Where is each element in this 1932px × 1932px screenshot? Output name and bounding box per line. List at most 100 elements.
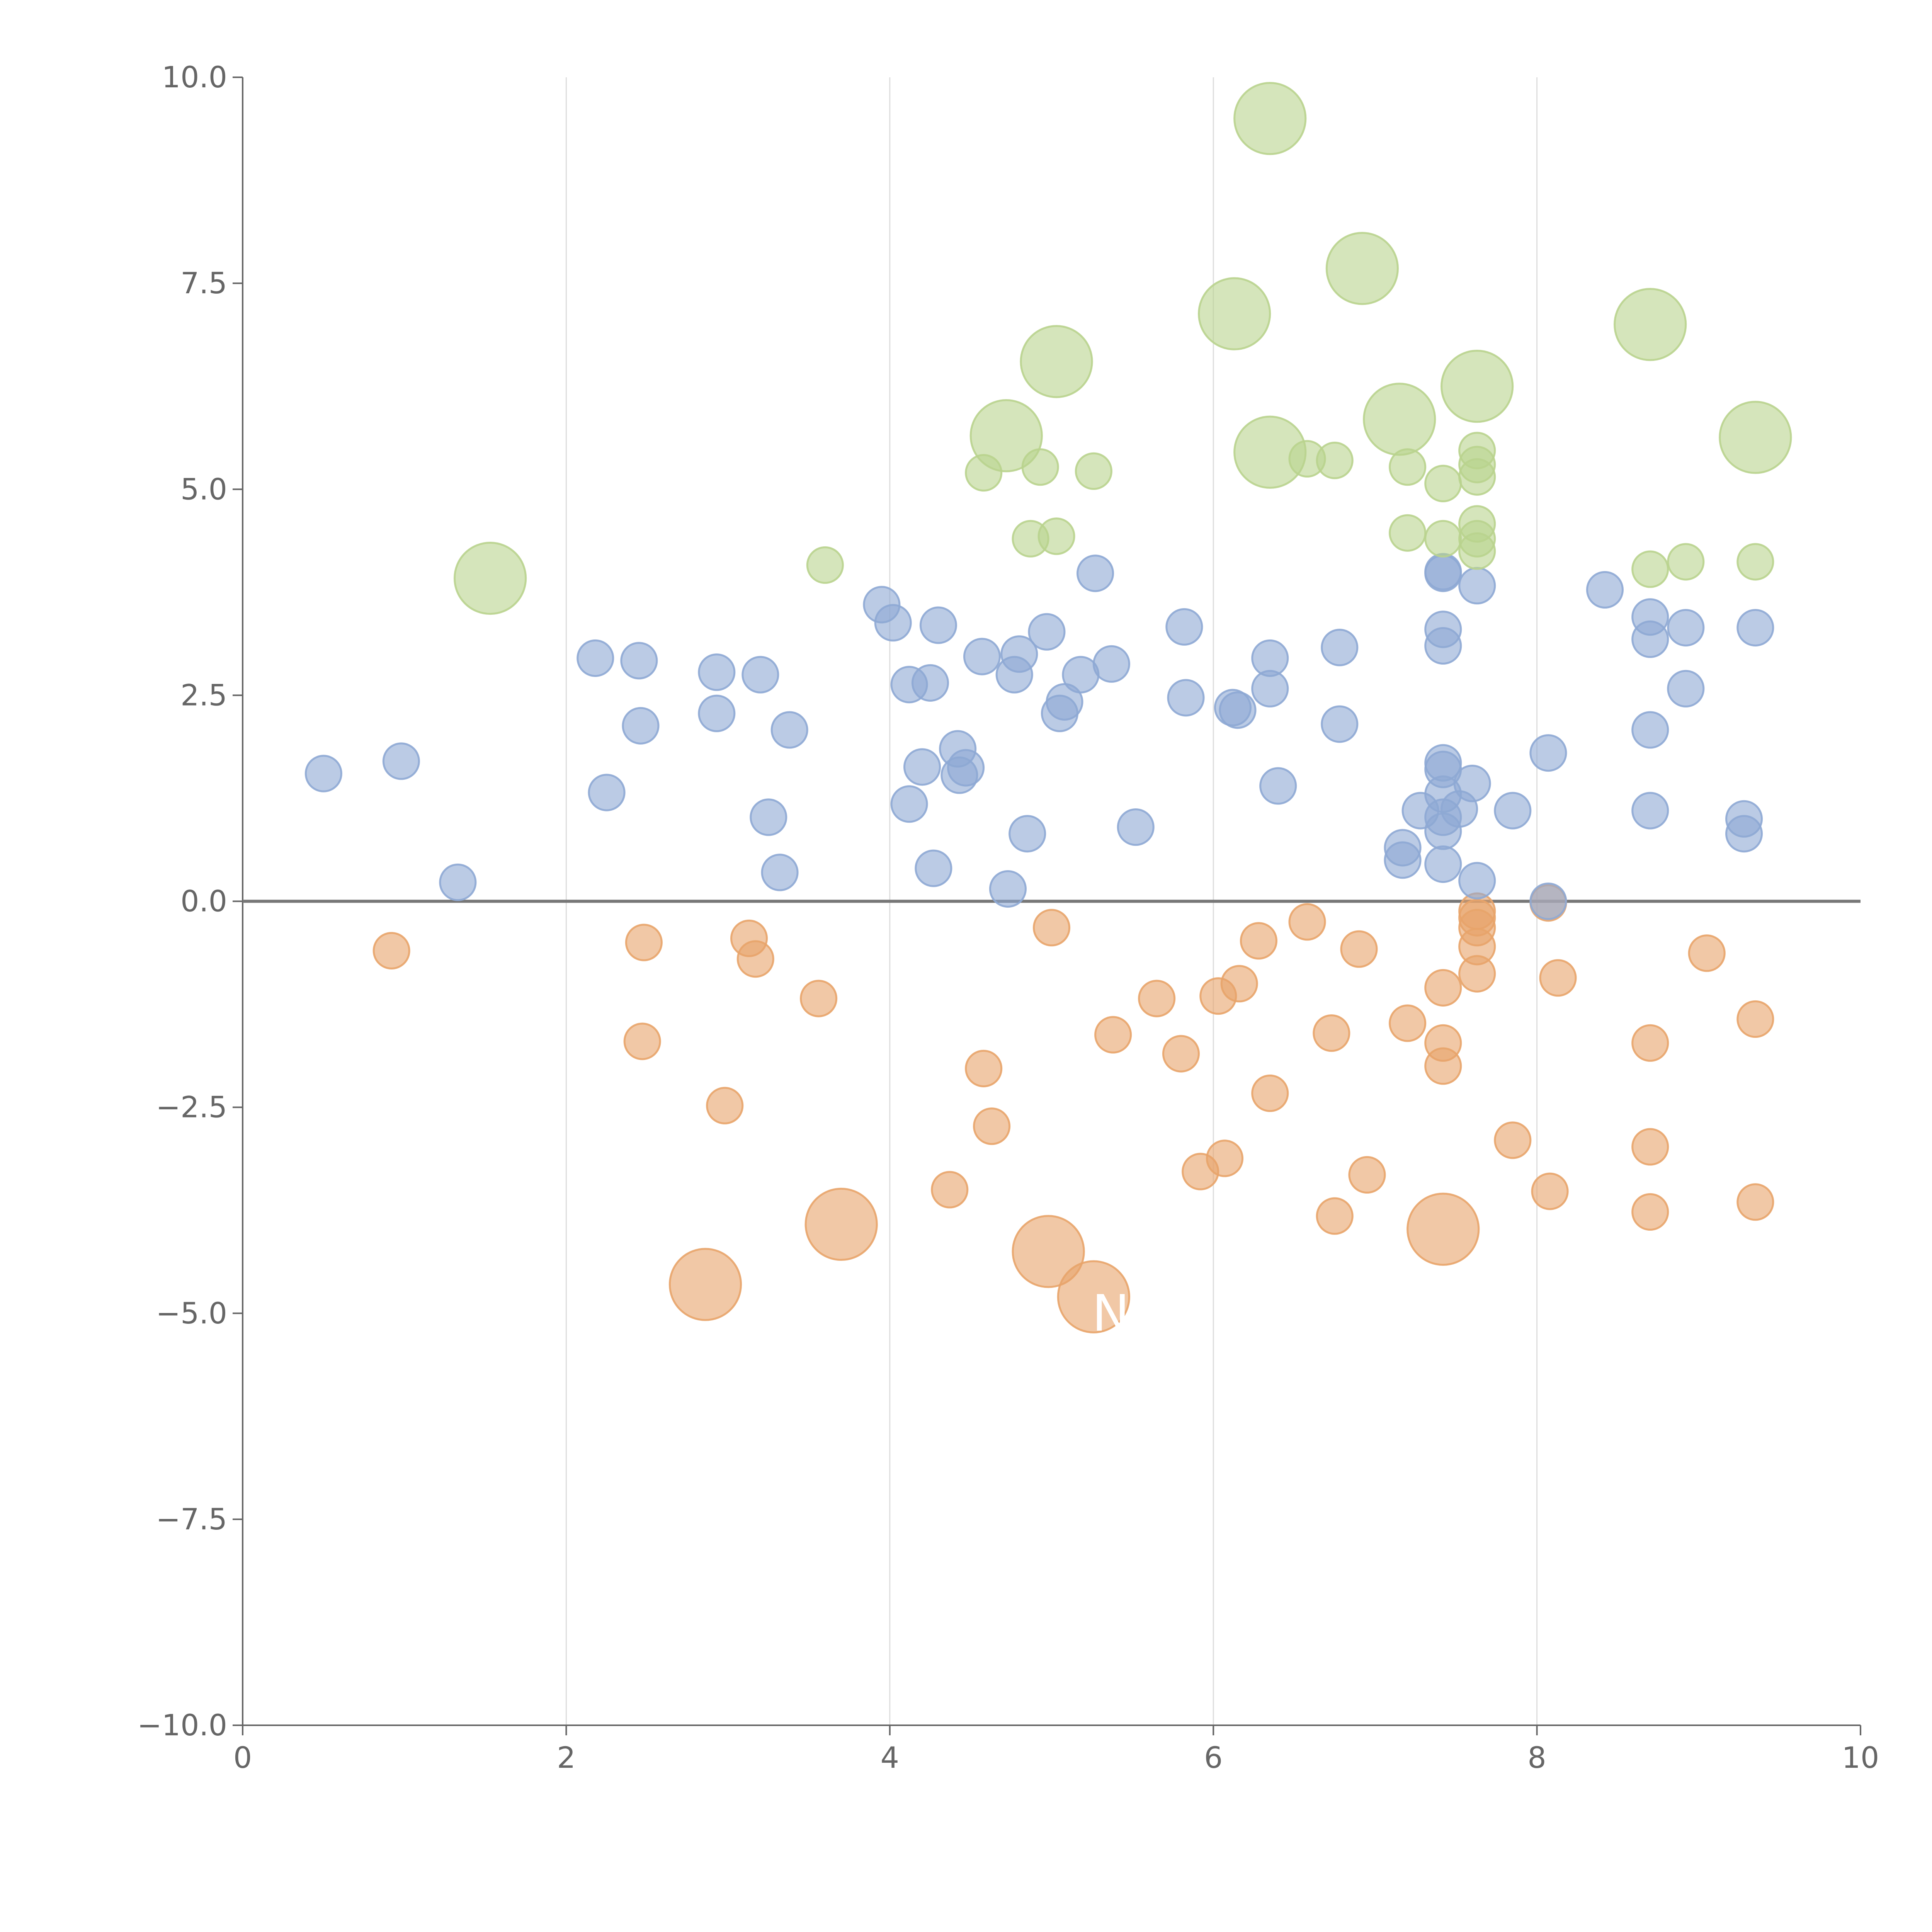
y-tick-label: 10.0 — [162, 60, 227, 94]
data-point-negative — [965, 1049, 1003, 1087]
data-point-high-positive — [1614, 288, 1687, 361]
data-point-negative — [736, 940, 774, 978]
data-point-negative — [1406, 1192, 1480, 1266]
data-point-low-positive — [911, 664, 949, 702]
data-point-low-positive — [874, 604, 912, 642]
data-point-negative — [931, 1171, 969, 1209]
data-point-low-positive — [770, 711, 808, 749]
y-tick-label: 5.0 — [180, 472, 227, 506]
data-point-low-positive — [1631, 711, 1669, 749]
data-point-low-positive — [1458, 862, 1496, 900]
data-point-high-positive — [1233, 82, 1307, 155]
annotation-label: NM — [1092, 1284, 1173, 1343]
data-point-low-positive — [1424, 845, 1462, 883]
data-point-high-positive — [1631, 550, 1669, 588]
data-point-high-positive — [806, 546, 844, 584]
data-point-high-positive — [1389, 514, 1427, 552]
data-point-high-positive — [1458, 458, 1496, 496]
data-point-low-positive — [439, 863, 477, 901]
data-point-low-positive — [1529, 734, 1567, 772]
data-point-high-positive — [969, 399, 1043, 473]
y-tick-label: −2.5 — [156, 1090, 227, 1124]
data-point-low-positive — [761, 854, 799, 891]
data-point-low-positive — [1117, 808, 1155, 846]
data-point-low-positive — [620, 642, 658, 680]
y-tick-label: −10.0 — [137, 1708, 227, 1742]
data-point-low-positive — [1251, 670, 1289, 707]
data-point-low-positive — [915, 849, 952, 887]
data-point-negative — [1240, 922, 1277, 960]
data-point-negative — [1631, 1024, 1669, 1062]
data-point-negative — [800, 980, 838, 1017]
data-point-negative — [1138, 980, 1176, 1017]
axes: 0 2 4 6 8 10 10.0 7.5 5.0 2.5 0.0 −2.5 −5.0 −7.5 −10.0 — [137, 60, 1879, 1775]
data-point-negative — [625, 923, 663, 961]
data-point-low-positive — [742, 656, 779, 694]
data-point-high-positive — [1424, 520, 1462, 558]
data-point-low-positive — [622, 707, 660, 745]
data-point-negative — [1736, 1183, 1774, 1221]
data-point-high-positive — [1667, 543, 1705, 581]
data-point-low-positive — [919, 606, 957, 644]
data-point-high-positive — [1440, 350, 1514, 423]
data-point-low-positive — [1321, 705, 1359, 743]
data-point-negative — [1348, 1156, 1386, 1194]
data-point-high-positive — [453, 541, 527, 615]
data-point-low-positive — [1321, 629, 1359, 667]
data-point-high-positive — [1736, 543, 1774, 581]
data-point-low-positive — [1458, 567, 1496, 605]
data-point-negative — [623, 1022, 661, 1060]
data-point-negative — [1539, 959, 1577, 997]
data-point-low-positive — [1000, 635, 1038, 673]
data-point-negative — [1736, 1000, 1774, 1038]
data-point-high-positive — [1424, 464, 1462, 502]
data-point-low-positive — [1259, 767, 1297, 805]
x-tick-label: 0 — [233, 1740, 252, 1775]
data-point-low-positive — [1424, 627, 1462, 665]
data-point-low-positive — [1028, 613, 1066, 651]
data-point-low-positive — [1667, 670, 1705, 707]
data-point-negative — [1220, 965, 1258, 1003]
data-point-negative — [1631, 1193, 1669, 1231]
data-point-low-positive — [698, 653, 736, 691]
data-point-low-positive — [1092, 645, 1130, 683]
data-point-low-positive — [1494, 792, 1532, 830]
annotations: NM — [1092, 1284, 1173, 1343]
data-point-negative — [1340, 930, 1378, 968]
data-point-low-positive — [1167, 679, 1205, 717]
data-point-negative — [668, 1248, 742, 1321]
y-tick-label: −7.5 — [156, 1502, 227, 1536]
data-point-low-positive — [1219, 691, 1257, 729]
data-point-low-positive — [989, 870, 1027, 908]
data-point-negative — [973, 1107, 1011, 1145]
data-point-negative — [1688, 934, 1726, 972]
data-point-negative — [1162, 1035, 1200, 1073]
y-tick-label: 7.5 — [180, 266, 227, 300]
data-point-negative — [1424, 1047, 1462, 1085]
data-point-low-positive — [588, 774, 626, 811]
data-point-low-positive — [382, 742, 420, 780]
data-point-low-positive — [304, 755, 342, 793]
data-point-negative — [1288, 903, 1326, 941]
y-tick-label: 2.5 — [180, 678, 227, 712]
data-point-low-positive — [1529, 882, 1567, 920]
data-point-negative — [1631, 1128, 1669, 1166]
x-tick-label: 2 — [557, 1740, 575, 1775]
data-point-negative — [1389, 1004, 1427, 1042]
data-point-negative — [1531, 1172, 1569, 1210]
data-point-negative — [1458, 955, 1496, 993]
y-tick-label: −5.0 — [156, 1296, 227, 1330]
data-point-low-positive — [750, 798, 787, 836]
data-point-negative — [1057, 1260, 1130, 1333]
data-point-negative — [372, 932, 410, 970]
data-point-negative — [1316, 1197, 1354, 1235]
data-point-negative — [804, 1187, 878, 1261]
data-point-high-positive — [1458, 532, 1496, 570]
data-point-negative — [1094, 1016, 1132, 1054]
data-point-low-positive — [577, 639, 614, 677]
data-point-high-positive — [1719, 401, 1792, 474]
data-point-low-positive — [1165, 608, 1203, 646]
x-tick-label: 4 — [881, 1740, 899, 1775]
